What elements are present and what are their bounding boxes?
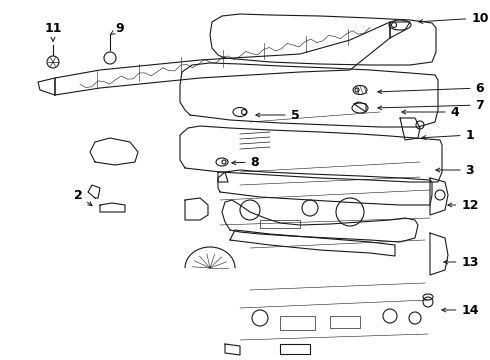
Text: 13: 13 [444,256,479,269]
Text: 8: 8 [232,156,259,168]
Text: 4: 4 [402,105,459,118]
Text: 12: 12 [448,198,479,212]
Text: 7: 7 [378,99,485,112]
Text: 10: 10 [419,12,489,24]
Text: 6: 6 [378,81,484,95]
Text: 9: 9 [111,22,124,35]
Text: 5: 5 [256,108,299,122]
Text: 11: 11 [44,22,62,41]
Text: 14: 14 [442,303,479,316]
Text: 3: 3 [436,163,474,176]
Text: 2: 2 [74,189,92,206]
Text: 1: 1 [422,129,474,141]
